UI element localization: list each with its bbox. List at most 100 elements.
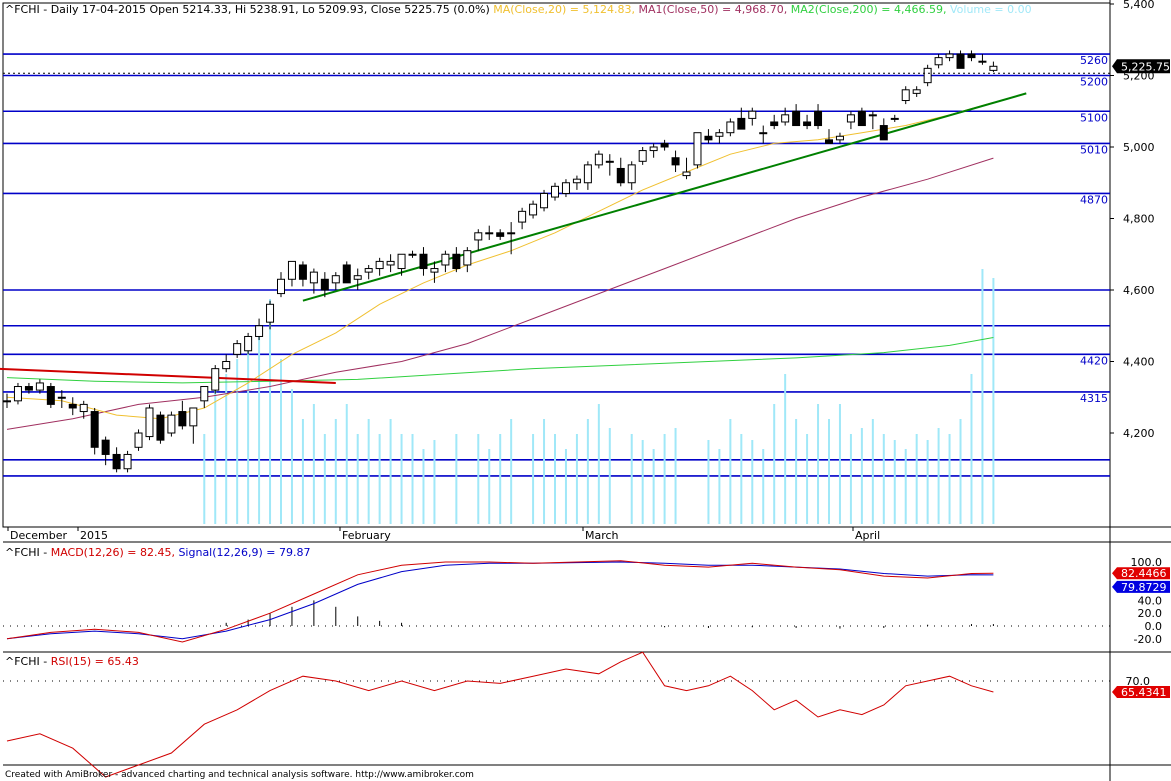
candle-body bbox=[879, 125, 888, 141]
candle-body bbox=[989, 65, 998, 71]
candle bbox=[68, 397, 77, 416]
candle bbox=[123, 450, 132, 473]
candle-body bbox=[781, 114, 790, 123]
candle bbox=[901, 86, 910, 105]
candle-body bbox=[57, 396, 66, 399]
rsi-header-value: RSI(15) = 65.43 bbox=[51, 655, 139, 668]
candle bbox=[3, 393, 11, 408]
candle bbox=[46, 382, 55, 408]
candle bbox=[35, 379, 44, 394]
macd-value-tag bbox=[1112, 567, 1170, 580]
main-panel-frame bbox=[2, 2, 1111, 528]
candle-body bbox=[353, 275, 362, 280]
candle-body bbox=[835, 135, 844, 141]
candle bbox=[408, 250, 417, 258]
header-volume: Volume = 0.00 bbox=[950, 3, 1032, 16]
header-ma50: MA1(Close,50) = 4,968.70, bbox=[638, 3, 790, 16]
date-label-4: April bbox=[855, 529, 880, 542]
candle-body bbox=[342, 264, 351, 284]
candle bbox=[792, 104, 801, 127]
candles bbox=[3, 50, 998, 473]
candle bbox=[331, 272, 340, 290]
last-close-tag bbox=[1112, 59, 1170, 74]
candle bbox=[24, 382, 33, 394]
level-label-3: 5010 bbox=[1080, 143, 1108, 156]
candle-body bbox=[737, 117, 746, 130]
candle bbox=[222, 354, 231, 373]
candle bbox=[770, 114, 779, 130]
candle bbox=[561, 179, 570, 198]
candle-body bbox=[441, 253, 450, 266]
candle bbox=[967, 50, 976, 62]
candle-body bbox=[540, 192, 549, 209]
candle-body bbox=[605, 160, 614, 163]
candle bbox=[616, 157, 625, 187]
footer-credit: Created with AmiBroker - advanced charti… bbox=[5, 770, 474, 780]
rsi-value-label: 65.4341 bbox=[1121, 686, 1167, 699]
candle bbox=[868, 111, 877, 130]
date-axis: December 2015 February March April bbox=[7, 527, 880, 542]
candle-body bbox=[616, 167, 625, 184]
candle-body bbox=[792, 110, 801, 127]
candle bbox=[825, 129, 833, 144]
candle bbox=[912, 86, 921, 97]
candle bbox=[430, 261, 439, 283]
candle-body bbox=[189, 407, 198, 427]
candle bbox=[594, 150, 603, 169]
candle bbox=[353, 268, 362, 290]
candle bbox=[112, 447, 121, 473]
candle bbox=[277, 272, 285, 298]
candle-body bbox=[660, 142, 669, 148]
candle-body bbox=[572, 178, 581, 184]
level-label-2: 5100 bbox=[1080, 111, 1108, 124]
candle bbox=[835, 132, 844, 144]
candle-body bbox=[200, 386, 209, 402]
candle bbox=[989, 61, 998, 72]
rsi-value-tag bbox=[1112, 685, 1170, 698]
ma200-line bbox=[6, 337, 994, 384]
candle bbox=[441, 250, 450, 273]
candle-body bbox=[156, 414, 165, 441]
date-label-2: February bbox=[342, 529, 391, 542]
candle-body bbox=[452, 253, 461, 270]
candle-body bbox=[320, 278, 329, 291]
macd-header: ^FCHI - MACD(12,26) = 82.45, Signal(12,2… bbox=[5, 546, 311, 559]
ma50-line bbox=[6, 157, 994, 430]
macd-value-label: 82.4466 bbox=[1121, 567, 1167, 580]
candle-body bbox=[507, 232, 516, 235]
candle-body bbox=[529, 203, 538, 216]
candle-body bbox=[759, 132, 768, 135]
candle-body bbox=[726, 121, 735, 134]
candle bbox=[309, 268, 318, 294]
level-label-1: 5200 bbox=[1080, 76, 1108, 89]
candle bbox=[145, 404, 154, 441]
candle-body bbox=[244, 335, 253, 352]
price-tick-label-4: 4,600 bbox=[1123, 284, 1155, 297]
candle-body bbox=[277, 278, 285, 295]
candle bbox=[518, 207, 527, 230]
candle-body bbox=[912, 89, 921, 94]
candle-body bbox=[331, 275, 340, 284]
macd-header-name: ^FCHI - bbox=[5, 546, 51, 559]
candle bbox=[255, 318, 264, 341]
candle bbox=[649, 143, 658, 158]
macd-tick-label-6: -20.0 bbox=[1134, 633, 1162, 646]
candle-body bbox=[945, 53, 954, 59]
candle-body bbox=[266, 303, 275, 323]
rsi-header: ^FCHI - RSI(15) = 65.43 bbox=[5, 655, 139, 668]
candle-body bbox=[496, 232, 505, 237]
candle bbox=[814, 104, 823, 130]
candle-body bbox=[594, 153, 603, 166]
candle bbox=[890, 114, 899, 122]
candle-body bbox=[145, 407, 154, 438]
candle bbox=[57, 390, 66, 408]
candle-body bbox=[364, 268, 373, 273]
candle-body bbox=[134, 432, 143, 448]
candle bbox=[748, 107, 757, 126]
date-label-3: March bbox=[585, 529, 619, 542]
candle bbox=[945, 50, 954, 62]
candle-body bbox=[24, 386, 33, 391]
candle-body bbox=[649, 146, 658, 152]
macd-line bbox=[6, 560, 994, 643]
